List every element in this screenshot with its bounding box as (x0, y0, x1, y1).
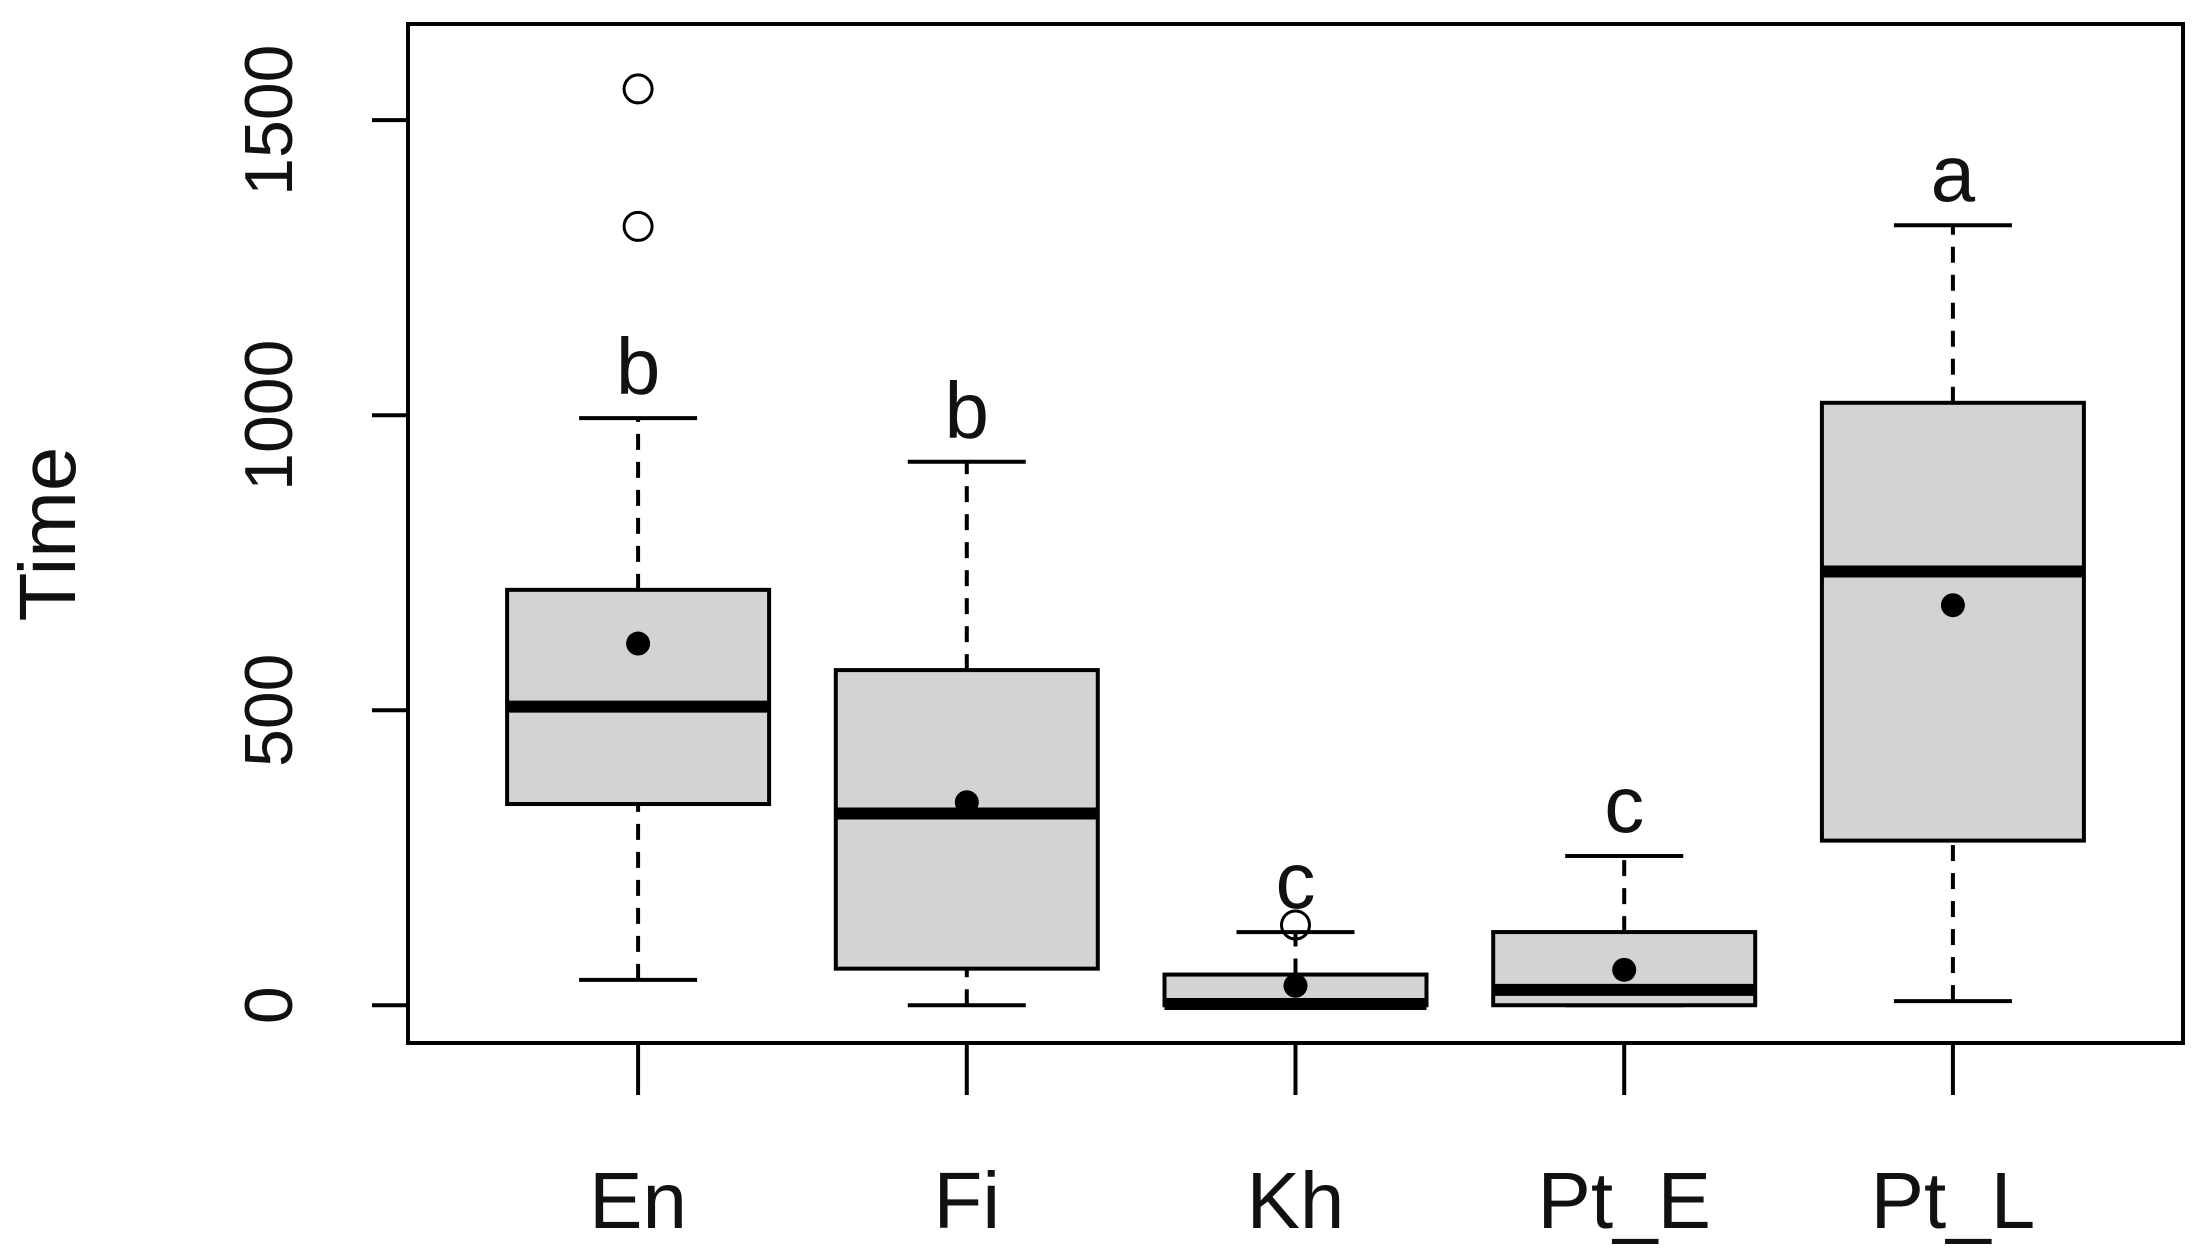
y-tick-label: 500 (231, 653, 307, 766)
outlier (1280, 909, 1311, 941)
group-letter: c (1604, 760, 1644, 849)
y-tick-label: 1000 (231, 340, 307, 491)
outlier (622, 210, 654, 242)
box (1819, 400, 2086, 843)
box (505, 587, 772, 807)
outlier (622, 73, 654, 105)
mean-point (954, 790, 979, 815)
y-axis-label: Time (3, 447, 92, 622)
group-letter: b (616, 322, 661, 411)
mean-point (626, 631, 651, 656)
group-letter: c (1276, 836, 1316, 925)
group-letter: b (945, 366, 990, 455)
x-tick-label: Pt_L (1871, 1156, 2036, 1245)
x-tick-label: En (589, 1156, 687, 1245)
mean-point (1612, 957, 1637, 982)
y-tick-label: 1500 (231, 45, 307, 196)
mean-point (1940, 593, 1965, 618)
group-letter: a (1931, 129, 1976, 218)
x-tick-label: Pt_E (1537, 1156, 1710, 1245)
x-tick-label: Fi (933, 1156, 1000, 1245)
mean-point (1283, 973, 1308, 998)
x-tick-label: Kh (1247, 1156, 1345, 1245)
y-tick-label: 0 (231, 986, 307, 1024)
